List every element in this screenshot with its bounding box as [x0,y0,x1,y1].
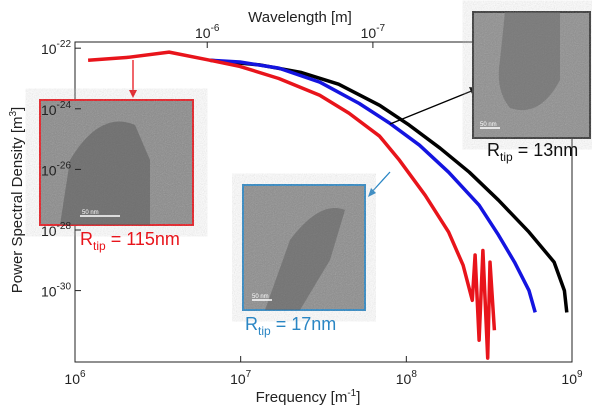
y-tick-label: 10-30 [41,282,71,300]
x-tick-label-base: 10 [64,371,80,387]
inset-red [39,99,194,226]
radius-label-rest: = 17nm [271,314,337,334]
x-tick-label: 106 [64,369,86,387]
y-tick-label: 10-22 [41,39,71,57]
y-tick-label-exp: -24 [57,100,72,111]
radius-label-main: R [80,229,93,249]
scale-label: 50 nm [82,210,99,216]
inset-particle [265,208,345,310]
inset-particle [498,12,560,111]
y-tick-label-base: 10 [41,41,57,57]
x2-tick-label-exp: -7 [376,23,385,34]
x-tick-label-base: 10 [396,371,412,387]
y-title-sup: 3 [8,111,19,117]
radius-label: Rtip = 17nm [245,314,336,338]
x2-tick-label-base: 10 [195,25,211,41]
series-line [209,58,569,313]
x2-tick-label-base: 10 [361,25,377,41]
arrow [389,89,475,125]
curves [87,50,569,360]
x-title-text: ] [356,389,360,406]
y-tick-label: 10-26 [41,160,71,178]
x-title-sup: -1 [347,388,356,399]
y-tick-label-base: 10 [41,223,57,239]
arrow [369,171,391,195]
x-title-text: Frequency [m [256,389,348,406]
x-tick-label: 108 [396,369,418,387]
inset-particle [60,121,150,225]
x-tick-label-exp: 6 [80,369,86,380]
inset-blue [242,184,366,311]
x2-axis-title: Wavelength [m] [248,9,352,26]
radius-label-rest: = 115nm [106,229,180,249]
y-tick-label: 10-24 [41,100,71,118]
x-tick-label-exp: 8 [411,369,417,380]
series-line [209,58,537,313]
x-tick-label-exp: 7 [246,369,252,380]
radius-label-rest: = 13nm [513,140,579,160]
y-tick-label-base: 10 [41,284,57,300]
x2-tick-label: 10-6 [195,23,220,41]
x-tick-label-exp: 9 [577,369,583,380]
scale-label: 50 nm [480,122,497,128]
radius-label: Rtip = 115nm [80,229,180,253]
radius-label-sub: tip [258,324,271,338]
y-tick-label-exp: -22 [57,39,72,50]
annotations: Rtip = 115nm 50 nm Rtip = 17nm 50 nm Rtip = … [80,122,578,338]
scale-label: 50 nm [252,294,269,300]
y-tick-label-exp: -30 [57,282,72,293]
y-tick-label-exp: -26 [57,160,72,171]
inset-black [472,11,591,139]
x-axis-title: Frequency [m-1] [256,388,361,406]
x-tick-label-base: 10 [230,371,246,387]
series-line [87,50,497,360]
x2-tick-label-exp: -6 [211,23,220,34]
arrow-head [129,90,137,98]
y-axis-title: Power Spectral Density [m3] [8,107,26,293]
radius-label-sub: tip [93,239,106,253]
radius-label-sub: tip [500,150,513,164]
arrow-head [368,188,376,197]
x-tick-label-base: 10 [561,371,577,387]
y-tick-label-exp: -28 [57,221,72,232]
x-tick-label: 107 [230,369,252,387]
y-title-text: ] [9,107,26,111]
x-tick-label: 109 [561,369,583,387]
radius-label-main: R [487,140,500,160]
y-tick-label-base: 10 [41,102,57,118]
x2-tick-label: 10-7 [361,23,386,41]
y-title-text: Power Spectral Density [m [9,117,26,294]
radius-label-main: R [245,314,258,334]
y-tick-label-base: 10 [41,162,57,178]
y-tick-label: 10-28 [41,221,71,239]
radius-label: Rtip = 13nm [487,140,578,164]
